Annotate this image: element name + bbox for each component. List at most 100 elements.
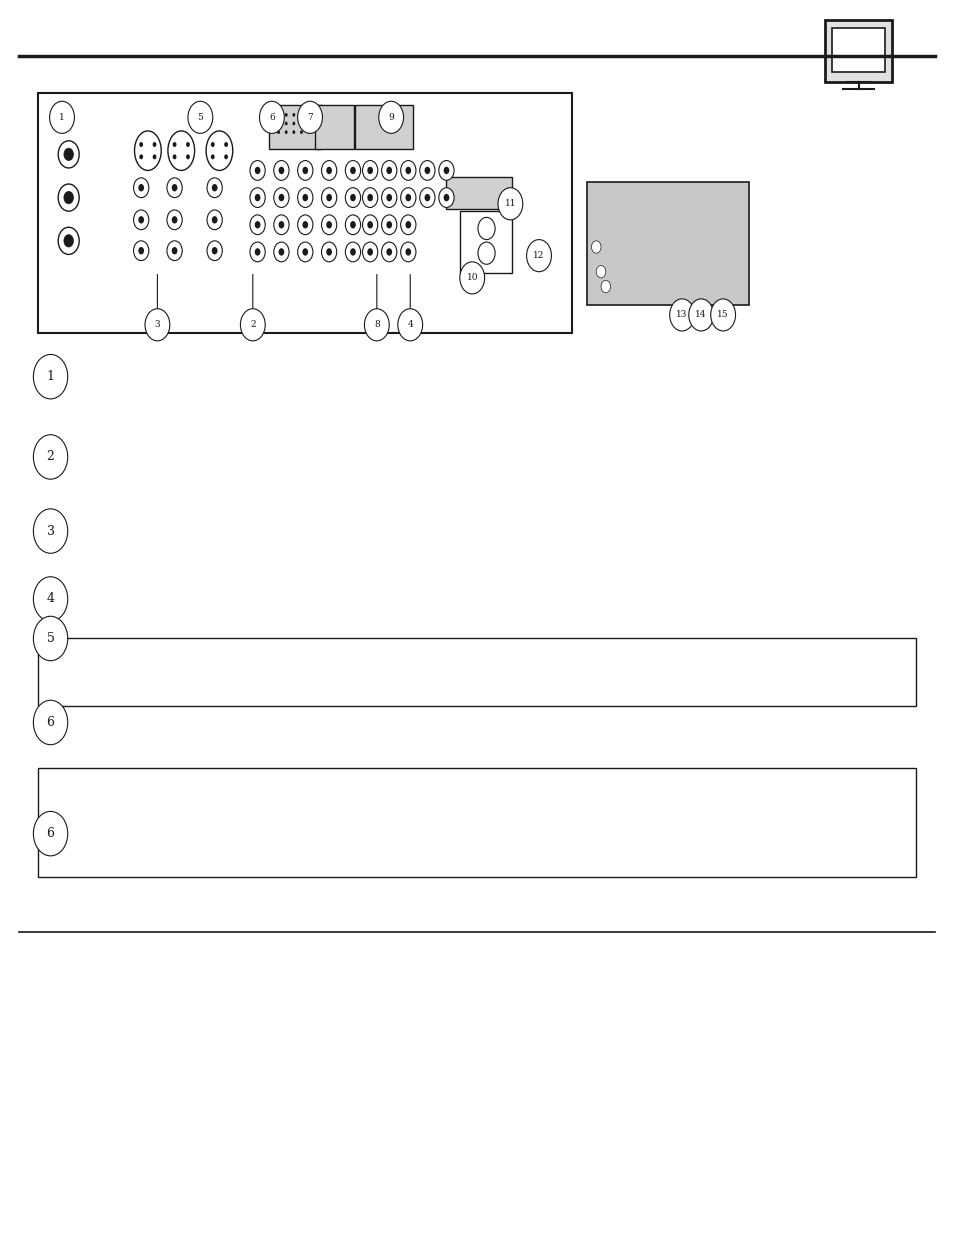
Circle shape [345,188,360,207]
Circle shape [207,178,222,198]
Circle shape [133,178,149,198]
Circle shape [64,148,73,161]
Circle shape [58,141,79,168]
Circle shape [302,167,308,174]
Circle shape [526,240,551,272]
Circle shape [297,242,313,262]
Circle shape [33,616,68,661]
Circle shape [345,242,360,262]
Circle shape [299,122,302,126]
Text: 10: 10 [466,273,477,283]
Circle shape [284,114,287,117]
Circle shape [250,215,265,235]
Circle shape [400,188,416,207]
Circle shape [152,142,156,147]
FancyBboxPatch shape [38,768,915,877]
Circle shape [278,167,284,174]
Circle shape [367,194,373,201]
Circle shape [378,101,403,133]
Circle shape [297,101,322,133]
Circle shape [207,241,222,261]
Text: 4: 4 [47,593,54,605]
Circle shape [596,266,605,278]
Circle shape [362,161,377,180]
Text: 8: 8 [374,320,379,330]
Circle shape [254,194,260,201]
Circle shape [424,194,430,201]
Circle shape [172,184,177,191]
FancyBboxPatch shape [355,105,413,149]
Ellipse shape [168,131,194,170]
Circle shape [250,242,265,262]
Text: 15: 15 [717,310,728,320]
Circle shape [381,188,396,207]
Ellipse shape [134,131,161,170]
Circle shape [326,221,332,228]
Circle shape [321,161,336,180]
Text: 6: 6 [47,716,54,729]
Circle shape [350,248,355,256]
Text: 12: 12 [533,251,544,261]
Circle shape [224,154,228,159]
Circle shape [172,142,176,147]
Circle shape [274,242,289,262]
Text: 6: 6 [47,827,54,840]
Circle shape [688,299,713,331]
Circle shape [405,221,411,228]
Circle shape [302,248,308,256]
Circle shape [133,241,149,261]
Circle shape [33,577,68,621]
Circle shape [386,221,392,228]
Text: 3: 3 [47,525,54,537]
Text: 1: 1 [47,370,54,383]
Circle shape [367,221,373,228]
FancyBboxPatch shape [269,105,322,149]
Circle shape [302,194,308,201]
Circle shape [167,210,182,230]
Circle shape [307,131,310,135]
Circle shape [297,188,313,207]
Circle shape [33,509,68,553]
Circle shape [138,184,144,191]
Circle shape [33,435,68,479]
Circle shape [419,161,435,180]
Circle shape [211,154,214,159]
Circle shape [292,114,294,117]
Circle shape [284,122,287,126]
Circle shape [274,215,289,235]
Circle shape [326,248,332,256]
Circle shape [386,248,392,256]
Ellipse shape [206,131,233,170]
Circle shape [172,247,177,254]
Circle shape [297,161,313,180]
Circle shape [419,188,435,207]
Circle shape [345,161,360,180]
Circle shape [362,215,377,235]
Circle shape [321,215,336,235]
Circle shape [139,142,143,147]
Circle shape [367,248,373,256]
Text: 5: 5 [47,632,54,645]
Circle shape [477,217,495,240]
Circle shape [326,167,332,174]
Circle shape [345,215,360,235]
Circle shape [212,184,217,191]
Text: 2: 2 [250,320,255,330]
Circle shape [240,309,265,341]
Text: 3: 3 [154,320,160,330]
Circle shape [307,122,310,126]
Circle shape [443,194,449,201]
Circle shape [364,309,389,341]
Circle shape [138,247,144,254]
FancyBboxPatch shape [446,177,512,209]
Circle shape [710,299,735,331]
Circle shape [669,299,694,331]
Text: 6: 6 [269,112,274,122]
Circle shape [212,247,217,254]
Circle shape [145,309,170,341]
FancyBboxPatch shape [586,182,748,305]
Circle shape [397,309,422,341]
Circle shape [350,194,355,201]
Circle shape [278,248,284,256]
Circle shape [326,194,332,201]
